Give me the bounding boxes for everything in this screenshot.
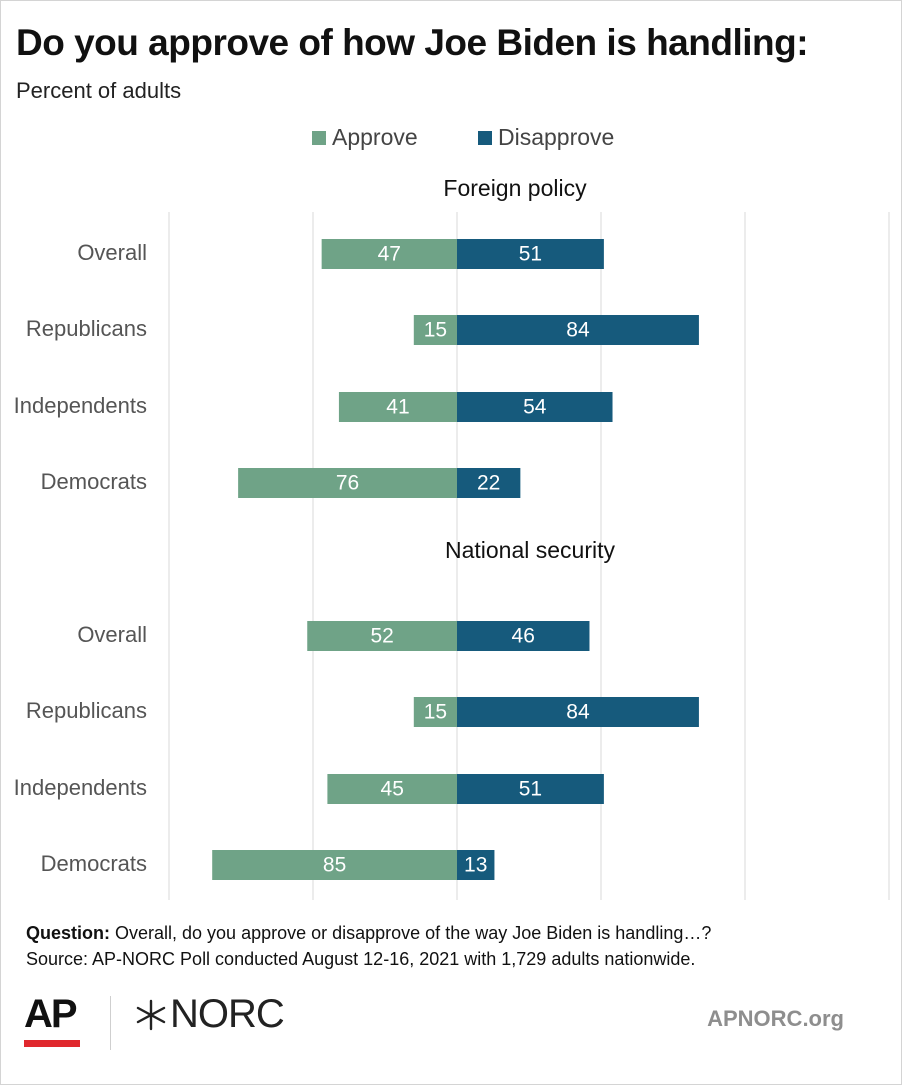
footer-notes: Question: Overall, do you approve or dis… xyxy=(26,920,886,972)
legend-disapprove: Disapprove xyxy=(478,124,614,151)
data-label-approve: 85 xyxy=(323,854,346,877)
bar-disapprove xyxy=(457,621,590,651)
data-label-approve: 15 xyxy=(424,319,447,342)
data-label-disapprove: 51 xyxy=(519,243,542,266)
legend-label-disapprove: Disapprove xyxy=(498,124,615,150)
question-text: Overall, do you approve or disapprove of… xyxy=(110,923,712,943)
site-link[interactable]: APNORC.org xyxy=(707,1006,844,1031)
bar-disapprove xyxy=(457,850,495,880)
question-label: Question: xyxy=(26,923,110,943)
data-label-disapprove: 46 xyxy=(512,625,535,648)
bar-approve xyxy=(413,315,457,345)
data-label-disapprove: 84 xyxy=(566,319,590,342)
bar-approve xyxy=(212,850,457,880)
legend-approve: Approve xyxy=(312,124,418,151)
norc-logo-text: NORC xyxy=(170,992,285,1036)
legend: Approve Disapprove xyxy=(0,124,902,152)
bar-disapprove xyxy=(457,697,699,727)
ap-logo: AP xyxy=(24,994,81,1047)
category-label: Independents xyxy=(14,393,147,418)
data-label-approve: 76 xyxy=(336,472,359,495)
bar-approve xyxy=(413,697,457,727)
bar-approve xyxy=(321,239,457,269)
bar-disapprove xyxy=(457,315,699,345)
bar-approve xyxy=(327,774,457,804)
norc-logo: NORC xyxy=(134,992,285,1037)
category-label: Democrats xyxy=(41,851,147,876)
data-label-approve: 15 xyxy=(424,701,447,724)
bar-disapprove xyxy=(457,392,613,422)
category-label: Democrats xyxy=(41,469,147,494)
bar-disapprove xyxy=(457,774,604,804)
bar-approve xyxy=(238,468,457,498)
category-label: Overall xyxy=(77,240,147,265)
chart-subtitle: Percent of adults xyxy=(16,78,182,103)
panel-title: Foreign policy xyxy=(443,175,587,201)
data-label-approve: 47 xyxy=(378,243,401,266)
data-label-approve: 45 xyxy=(381,778,404,801)
legend-label-approve: Approve xyxy=(332,124,418,150)
legend-swatch-disapprove xyxy=(478,130,492,145)
data-label-disapprove: 51 xyxy=(519,778,542,801)
panel-title: National security xyxy=(445,537,616,563)
norc-star-icon xyxy=(136,999,166,1030)
bar-approve xyxy=(307,621,457,651)
category-label: Overall xyxy=(77,622,147,647)
bar-disapprove xyxy=(457,239,604,269)
data-label-approve: 52 xyxy=(370,625,393,648)
category-label: Republicans xyxy=(26,316,147,341)
data-label-disapprove: 13 xyxy=(464,854,487,877)
ap-logo-bar xyxy=(24,1040,80,1047)
chart-svg: Foreign policy Overall 47 51 Republicans 15 84… xyxy=(14,175,890,900)
data-label-disapprove: 54 xyxy=(523,396,547,419)
category-label: Independents xyxy=(14,775,147,800)
chart-title: Do you approve of how Joe Biden is handl… xyxy=(16,22,809,63)
data-label-approve: 41 xyxy=(386,396,409,419)
source-text: Source: AP-NORC Poll conducted August 12… xyxy=(26,949,696,969)
category-label: Republicans xyxy=(26,698,147,723)
data-label-disapprove: 22 xyxy=(477,472,500,495)
bar-disapprove xyxy=(457,468,521,498)
logo-divider xyxy=(110,996,111,1050)
ap-logo-text: AP xyxy=(24,992,78,1036)
data-label-disapprove: 84 xyxy=(566,701,590,724)
legend-swatch-approve xyxy=(312,130,326,145)
bar-approve xyxy=(338,392,457,422)
